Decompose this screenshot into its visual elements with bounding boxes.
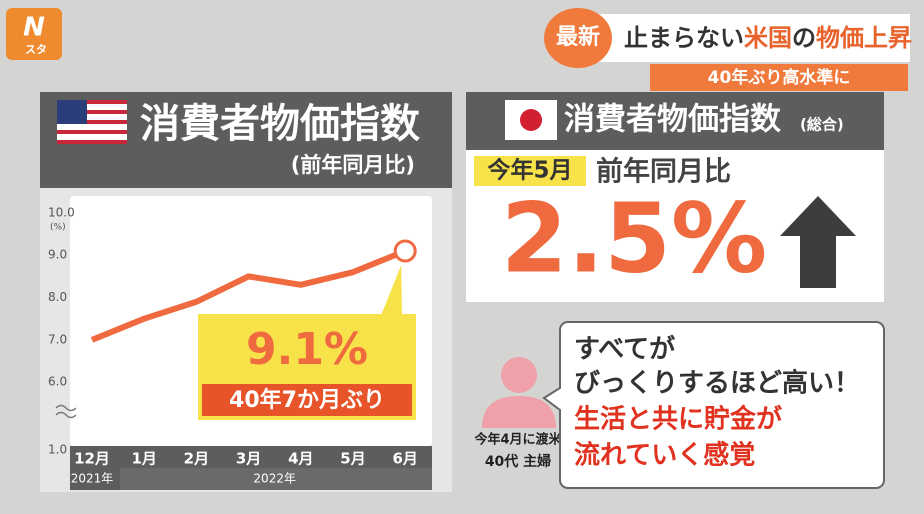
jp-title-note: (総合) [800,116,844,134]
y-tick-label: 10.0 [48,205,75,219]
badge-circle [544,8,612,68]
series-line [90,248,407,343]
x-tick-label: 5月 [340,450,365,468]
y-tick-label: 7.0 [48,332,67,346]
us-flag [57,100,127,144]
quote-line: すべてが [574,334,675,365]
quote-line: 生活と共に貯金が [574,404,782,435]
axis-break [55,404,77,419]
logo-box [6,8,62,60]
us-subtitle: (前年同月比) [291,153,415,177]
quote-line: 流れていく感覚 [574,441,755,471]
up-arrow [780,196,856,288]
period-highlight [474,156,586,186]
chart: 10.0 (%) 9.0 8.0 7.0 6.0 1.0 12月 1月 2月 3月 4月 5月 6月 202… [48,205,432,490]
subtitle-band [650,64,908,91]
x-tick-label: 2月 [184,450,209,468]
annotation-band [202,384,412,416]
header-band [560,14,910,62]
y-tick-label: 9.0 [48,248,67,262]
year-divider [120,468,432,490]
x-tick-label: 3月 [236,450,261,468]
x-tick-label: 6月 [392,450,417,468]
quote-line: びっくりするほど高い！ [574,368,860,399]
jp-period: 今年5月 [487,157,572,184]
year-label: 2021年 [71,472,114,486]
title-part: の [792,24,816,52]
jp-flag-sun [520,109,542,131]
x-tick-label: 4月 [288,450,313,468]
us-title: 消費者物価指数 [140,101,420,147]
x-tick-label: 1月 [131,450,156,468]
jp-title: 消費者物価指数 [564,102,781,138]
y-unit: (%) [50,222,66,232]
title-part: 米国 [744,24,792,52]
speaker: 今年4月に渡米 [473,432,562,448]
logo-mark: N [23,13,45,43]
header-subtitle: 40年ぶり高水準に [708,67,851,88]
title-part: 止まらない [624,24,744,52]
jp-measure: 前年同月比 [596,156,731,188]
value-label: 9.1% [246,324,368,375]
logo-name: スタ [25,43,47,56]
speaker: 40代 主婦 [485,453,551,470]
x-tick-label: 12月 [74,450,110,468]
quote-bubble [542,321,885,489]
jp-value: 2.5% [501,182,767,294]
header-title: 止まらない米国の物価上昇 [624,24,912,52]
badge: 最新 [556,24,600,50]
y-tick-label: 6.0 [48,375,67,389]
annotation: 40年7か月ぶり [229,387,385,413]
person-icon [482,357,556,428]
y-tick-label: 8.0 [48,290,67,304]
y-tick-label: 1.0 [48,443,67,457]
title-part: 物価上昇 [816,24,912,52]
year-label: 2022年 [253,472,296,486]
callout-pointer [380,265,402,318]
end-point [393,239,417,263]
